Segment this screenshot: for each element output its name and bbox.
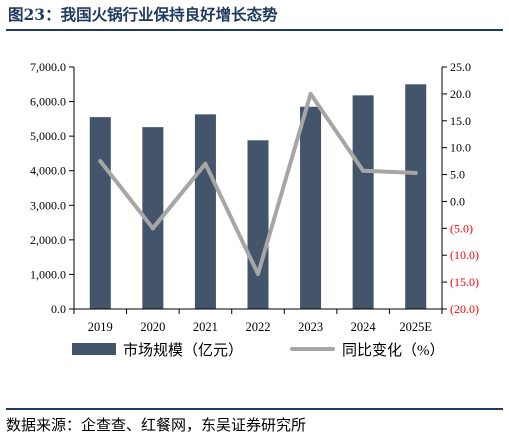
line-point-2019 <box>98 159 103 164</box>
x-tick-label-2022: 2022 <box>246 320 271 334</box>
line-point-2025e <box>413 170 418 175</box>
left-tick-label: 3,000.0 <box>30 198 66 212</box>
left-tick-label: 6,000.0 <box>30 95 66 109</box>
bar-2022 <box>247 140 269 309</box>
right-tick-label: 0.0 <box>450 194 465 208</box>
left-tick-label: 2,000.0 <box>30 233 66 247</box>
right-tick-label: 5.0 <box>450 168 465 182</box>
right-tick-label: (20.0) <box>450 302 479 316</box>
left-tick-label: 5,000.0 <box>30 129 66 143</box>
right-tick-label: (10.0) <box>450 248 479 262</box>
source-rule <box>6 408 503 410</box>
right-tick-label: 20.0 <box>450 87 471 101</box>
bar-2023 <box>300 106 322 309</box>
left-tick-label: 1,000.0 <box>30 267 66 281</box>
x-tick-label-2019: 2019 <box>88 320 113 334</box>
right-tick-label: (5.0) <box>450 221 473 235</box>
legend: 市场规模（亿元） 同比变化（%） <box>72 342 445 359</box>
left-tick-label: 7,000.0 <box>30 60 66 74</box>
right-y-axis: 25.0 20.0 15.0 10.0 5.0 0.0 (5.0) (10.0) (15.0) (… <box>441 60 479 316</box>
x-tick-label-2024: 2024 <box>351 320 377 334</box>
source-note: 数据来源：企查查、红餐网，东吴证券研究所 <box>6 416 307 434</box>
bar-2020 <box>142 127 164 309</box>
bar-2024 <box>352 95 374 309</box>
x-tick-label-2020: 2020 <box>140 320 165 334</box>
bar-2019 <box>89 117 111 309</box>
figure-title: 图23：我国火锅行业保持良好增长态势 <box>8 5 278 24</box>
left-tick-label: 0.0 <box>51 302 66 316</box>
right-tick-label: 25.0 <box>450 60 471 74</box>
line-point-2023 <box>308 91 313 96</box>
line-point-2020 <box>150 226 155 231</box>
line-point-2021 <box>203 161 208 166</box>
line-point-2022 <box>256 272 260 277</box>
left-tick-label: 4,000.0 <box>30 164 66 178</box>
right-tick-label: 15.0 <box>450 114 471 128</box>
line-series <box>98 91 418 277</box>
chart: 0.0 1,000.0 2,000.0 3,000.0 4,000.0 5,000.0 6,… <box>30 60 479 359</box>
line-point-2024 <box>361 168 366 173</box>
legend-label-bar: 市场规模（亿元） <box>123 342 243 359</box>
bar-2021 <box>194 114 216 309</box>
right-tick-label: 10.0 <box>450 141 471 155</box>
left-y-axis: 0.0 1,000.0 2,000.0 3,000.0 4,000.0 5,000.0 6,… <box>30 60 75 316</box>
x-tick-label-2025e: 2025E <box>399 320 432 334</box>
bar-2025e <box>405 84 427 310</box>
x-axis: 2019 2020 2021 2022 2023 2024 2025E <box>73 308 443 334</box>
right-tick-label: (15.0) <box>450 275 479 289</box>
x-tick-label-2023: 2023 <box>298 320 323 334</box>
title-rule <box>6 29 503 31</box>
legend-swatch-bar <box>72 343 116 355</box>
legend-label-line: 同比变化（%） <box>342 342 445 359</box>
x-tick-label-2021: 2021 <box>193 320 218 334</box>
